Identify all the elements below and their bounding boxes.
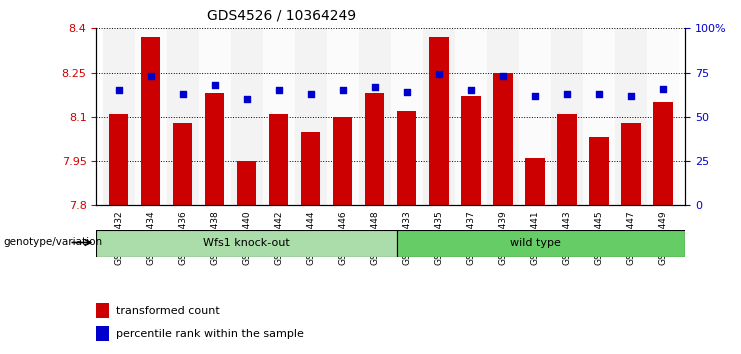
Text: wild type: wild type	[510, 238, 560, 249]
Point	[337, 87, 349, 93]
Bar	[103, 28, 135, 205]
Bar	[167, 28, 199, 205]
Bar	[589, 137, 608, 205]
Bar	[391, 28, 423, 205]
Bar	[494, 73, 513, 205]
Text: percentile rank within the sample: percentile rank within the sample	[116, 329, 304, 338]
Bar	[397, 111, 416, 205]
Point	[529, 93, 541, 98]
Bar	[583, 28, 615, 205]
Bar	[230, 28, 263, 205]
Bar	[109, 114, 128, 205]
Bar	[263, 28, 295, 205]
Bar	[199, 28, 230, 205]
Bar	[622, 123, 641, 205]
Bar	[359, 28, 391, 205]
Bar	[647, 28, 679, 205]
Bar	[96, 326, 110, 341]
Bar	[557, 114, 576, 205]
Point	[241, 96, 253, 102]
Point	[497, 73, 509, 79]
Text: transformed count: transformed count	[116, 306, 219, 316]
Bar	[365, 93, 385, 205]
Point	[657, 86, 669, 91]
Point	[305, 91, 316, 97]
Text: GDS4526 / 10364249: GDS4526 / 10364249	[207, 9, 356, 23]
FancyBboxPatch shape	[96, 230, 397, 257]
Bar	[135, 28, 167, 205]
Point	[593, 91, 605, 97]
Bar	[173, 123, 193, 205]
Bar	[333, 117, 353, 205]
Bar	[269, 114, 288, 205]
Text: Wfs1 knock-out: Wfs1 knock-out	[204, 238, 290, 249]
Point	[273, 87, 285, 93]
Bar	[205, 93, 225, 205]
Bar	[327, 28, 359, 205]
Bar	[615, 28, 647, 205]
Bar	[295, 28, 327, 205]
Point	[401, 89, 413, 95]
Bar	[519, 28, 551, 205]
Point	[561, 91, 573, 97]
Text: genotype/variation: genotype/variation	[4, 238, 103, 247]
Point	[209, 82, 221, 88]
Point	[433, 72, 445, 77]
Bar	[429, 37, 448, 205]
Bar	[487, 28, 519, 205]
Point	[144, 73, 156, 79]
Bar	[237, 161, 256, 205]
Point	[113, 87, 124, 93]
Point	[177, 91, 189, 97]
Bar	[141, 37, 160, 205]
Bar	[455, 28, 487, 205]
Bar	[654, 102, 673, 205]
Bar	[462, 96, 480, 205]
Bar	[551, 28, 583, 205]
Point	[625, 93, 637, 98]
Bar	[302, 132, 320, 205]
FancyBboxPatch shape	[397, 230, 685, 257]
Bar	[525, 158, 545, 205]
Point	[369, 84, 381, 90]
Bar	[96, 303, 110, 318]
Point	[465, 87, 477, 93]
Bar	[423, 28, 455, 205]
